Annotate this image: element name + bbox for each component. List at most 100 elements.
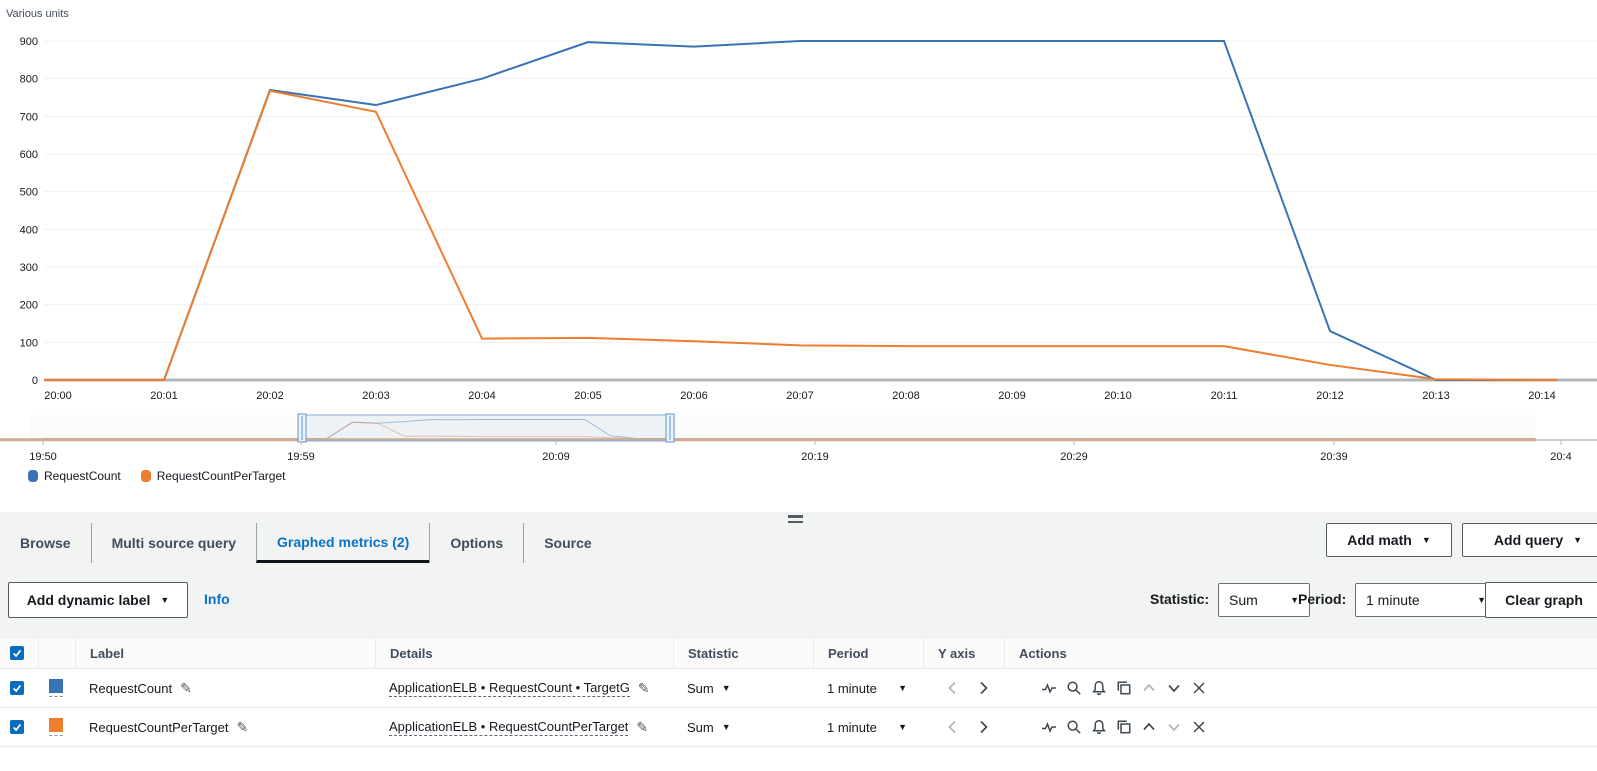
legend-color-dot: [140, 470, 151, 482]
period-select[interactable]: 1 minute ▼: [1355, 583, 1497, 617]
legend-item-requestcount[interactable]: RequestCount: [28, 469, 121, 483]
svg-text:20:02: 20:02: [256, 390, 284, 402]
col-label: Label: [75, 638, 375, 668]
svg-text:100: 100: [20, 337, 38, 349]
timeline-minimap[interactable]: 19:50 19:59 20:09 20:19 20:29 20:39 20:4: [0, 404, 1597, 469]
svg-text:20:06: 20:06: [680, 390, 708, 402]
create-alarm-icon[interactable]: [1091, 680, 1107, 696]
svg-text:20:14: 20:14: [1528, 390, 1556, 402]
metric-label: RequestCountPerTarget: [89, 719, 229, 735]
metrics-panel-tabs: Browse Multi source query Graphed metric…: [0, 523, 612, 563]
metric-details-link[interactable]: ApplicationELB • RequestCountPerTarget: [389, 718, 629, 736]
svg-text:20:12: 20:12: [1316, 390, 1344, 402]
minimap-selection[interactable]: [301, 414, 671, 442]
svg-text:20:03: 20:03: [362, 390, 390, 402]
zoom-metric-icon[interactable]: [1066, 719, 1082, 735]
duplicate-metric-icon[interactable]: [1116, 719, 1132, 735]
add-math-button[interactable]: Add math ▼: [1326, 523, 1452, 557]
clear-graph-button[interactable]: Clear graph: [1485, 582, 1597, 618]
chevron-down-icon: ▼: [1573, 534, 1583, 545]
svg-text:20:4: 20:4: [1550, 451, 1571, 463]
graphed-metrics-table: Label Details Statistic Period Y axis Ac…: [0, 637, 1597, 747]
chevron-down-icon: ▼: [898, 682, 907, 693]
y-axis-right-icon[interactable]: [975, 680, 991, 696]
statistic-dropdown[interactable]: Sum ▼: [687, 680, 731, 696]
row-checkbox[interactable]: [10, 720, 24, 734]
chevron-down-icon: ▼: [898, 721, 907, 732]
row-checkbox[interactable]: [10, 681, 24, 695]
statistic-dropdown[interactable]: Sum ▼: [687, 719, 731, 735]
info-link[interactable]: Info: [204, 591, 230, 607]
metrics-line-chart: 900 800 700 600 500 400 300 200 100 0 20:00 20:01 20…: [20, 36, 1597, 402]
table-row-requestcount: RequestCount ✎ ApplicationELB • RequestC…: [0, 669, 1597, 708]
svg-text:20:00: 20:00: [44, 390, 72, 402]
statistic-label: Statistic:: [1150, 591, 1210, 607]
svg-text:20:05: 20:05: [574, 390, 602, 402]
move-up-icon: [1141, 680, 1157, 696]
create-alarm-icon[interactable]: [1091, 719, 1107, 735]
svg-text:20:09: 20:09: [998, 390, 1026, 402]
edit-label-icon[interactable]: ✎: [236, 719, 249, 735]
series-color-swatch[interactable]: [49, 718, 63, 736]
period-dropdown[interactable]: 1 minute ▼: [827, 719, 907, 735]
svg-text:20:04: 20:04: [468, 390, 496, 402]
chart-legend: RequestCount RequestCountPerTarget: [28, 469, 285, 483]
edit-details-icon[interactable]: ✎: [637, 680, 650, 696]
graph-metric-icon[interactable]: [1041, 719, 1057, 735]
chevron-down-icon: ▼: [1477, 594, 1486, 605]
svg-text:800: 800: [20, 74, 38, 86]
remove-metric-icon[interactable]: [1191, 719, 1207, 735]
svg-text:20:29: 20:29: [1060, 451, 1088, 463]
chevron-down-icon: ▼: [721, 682, 731, 693]
move-down-icon[interactable]: [1166, 680, 1182, 696]
panel-resize-handle[interactable]: [788, 515, 803, 524]
chevron-down-icon: ▼: [721, 721, 731, 732]
legend-item-requestcountpertarget[interactable]: RequestCountPerTarget: [140, 469, 285, 483]
statistic-select[interactable]: Sum ▼: [1218, 583, 1310, 617]
edit-label-icon[interactable]: ✎: [180, 680, 192, 696]
y-axis-units-label: Various units: [6, 8, 69, 20]
col-period: Period: [813, 638, 923, 668]
y-axis-left-icon: [945, 680, 961, 696]
svg-text:20:39: 20:39: [1320, 451, 1348, 463]
table-row-requestcountpertarget: RequestCountPerTarget ✎ ApplicationELB •…: [0, 708, 1597, 747]
svg-text:20:08: 20:08: [892, 390, 920, 402]
col-y-axis: Y axis: [923, 638, 1004, 668]
y-axis-right-icon[interactable]: [975, 719, 991, 735]
tab-browse[interactable]: Browse: [20, 535, 71, 551]
move-up-icon[interactable]: [1141, 719, 1157, 735]
svg-text:20:10: 20:10: [1104, 390, 1132, 402]
svg-text:200: 200: [20, 300, 38, 312]
add-dynamic-label-button[interactable]: Add dynamic label ▼: [8, 582, 188, 618]
svg-text:0: 0: [32, 375, 38, 387]
svg-text:400: 400: [20, 224, 38, 236]
move-down-icon: [1166, 719, 1182, 735]
tab-graphed-metrics[interactable]: Graphed metrics (2): [256, 523, 430, 563]
period-dropdown[interactable]: 1 minute ▼: [827, 680, 907, 696]
graph-metric-icon[interactable]: [1041, 680, 1057, 696]
y-axis-left-icon: [945, 719, 961, 735]
add-query-button[interactable]: Add query ▼: [1462, 523, 1597, 557]
col-statistic: Statistic: [673, 638, 813, 668]
metric-details-link[interactable]: ApplicationELB • RequestCount • TargetG: [389, 679, 630, 697]
svg-text:700: 700: [20, 111, 38, 123]
duplicate-metric-icon[interactable]: [1116, 680, 1132, 696]
svg-text:19:50: 19:50: [29, 451, 57, 463]
zoom-metric-icon[interactable]: [1066, 680, 1082, 696]
svg-text:20:13: 20:13: [1422, 390, 1450, 402]
col-actions: Actions: [1004, 638, 1597, 668]
tab-options[interactable]: Options: [429, 523, 523, 563]
select-all-checkbox[interactable]: [10, 646, 24, 660]
tab-source[interactable]: Source: [523, 523, 611, 563]
series-color-swatch[interactable]: [49, 679, 63, 697]
svg-text:20:09: 20:09: [542, 451, 570, 463]
chevron-down-icon: ▼: [1421, 534, 1431, 545]
svg-text:19:59: 19:59: [287, 451, 315, 463]
legend-label: RequestCount: [44, 469, 121, 483]
edit-details-icon[interactable]: ✎: [636, 719, 649, 735]
remove-metric-icon[interactable]: [1191, 680, 1207, 696]
chevron-down-icon: ▼: [1290, 594, 1299, 605]
tab-multi-source-query[interactable]: Multi source query: [90, 523, 256, 563]
svg-text:20:07: 20:07: [786, 390, 814, 402]
